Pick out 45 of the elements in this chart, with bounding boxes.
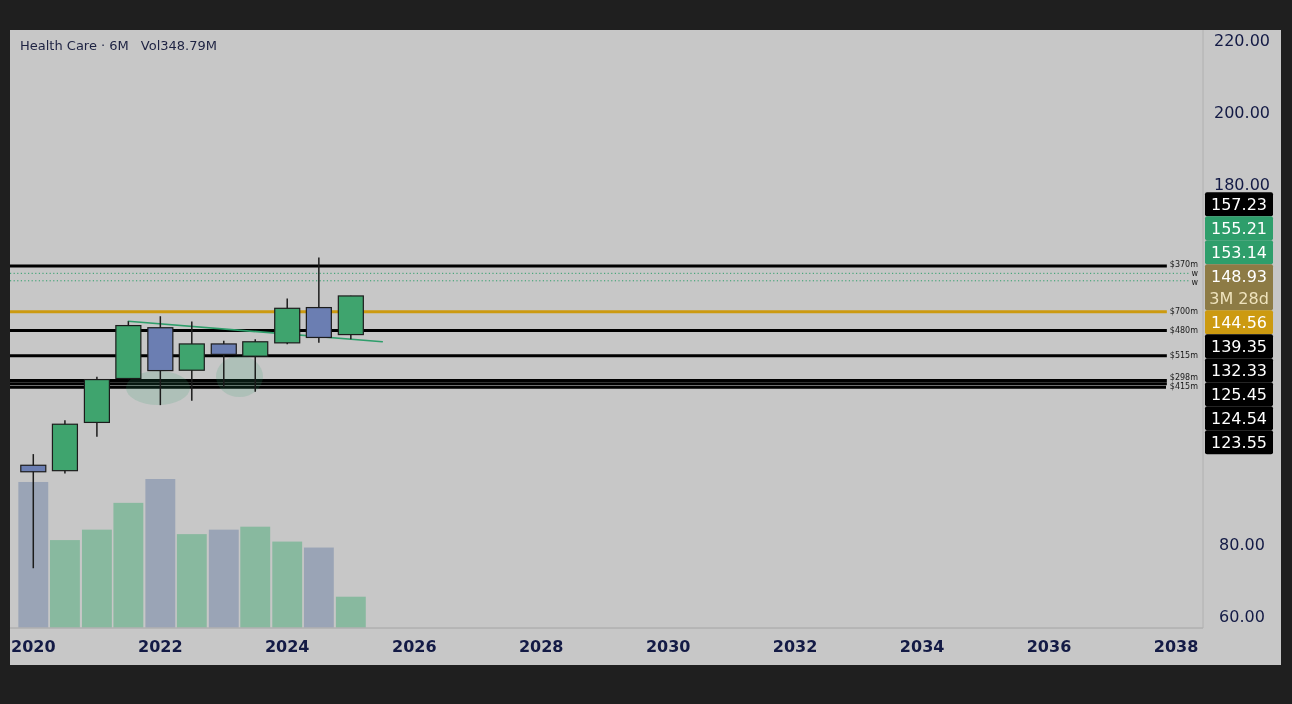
text: 3M 28d	[1209, 288, 1269, 308]
y-tick-label: 80.00	[1219, 534, 1265, 554]
ref-line-label: w	[1191, 268, 1199, 278]
bar	[272, 541, 303, 628]
text: 144.56	[1211, 312, 1267, 332]
bar	[303, 547, 334, 628]
x-tick-label: 2036	[1026, 636, 1072, 656]
text: 132.33	[1211, 360, 1267, 380]
bar	[49, 540, 80, 628]
y-tick-label: 200.00	[1214, 102, 1270, 122]
x-tick-label: 2028	[518, 636, 564, 656]
x-tick-label: 2034	[899, 636, 945, 656]
ref-line-label: $480m	[1169, 325, 1199, 335]
text: 153.14	[1211, 242, 1267, 262]
x-tick-label: 2026	[392, 636, 437, 656]
text: 148.93	[1211, 266, 1267, 286]
bar	[18, 481, 49, 628]
x-tick-label: 2032	[772, 636, 818, 656]
x-tick-label: 2030	[645, 636, 691, 656]
text: 139.35	[1211, 336, 1267, 356]
ref-line-label: $515m	[1169, 351, 1199, 361]
x-tick-label: 2024	[264, 636, 310, 656]
chart-title: Vol348.79M	[140, 37, 217, 53]
bar	[208, 529, 239, 628]
ref-line-label: $415m	[1169, 382, 1199, 392]
x-tick-label: 2022	[138, 636, 183, 656]
x-tick-label: 2038	[1153, 636, 1199, 656]
text: 157.23	[1211, 194, 1267, 214]
y-tick-label: 180.00	[1214, 174, 1270, 194]
x-tick-label: 2020	[11, 636, 56, 656]
text: 124.54	[1211, 408, 1267, 428]
ref-line-label: w	[1191, 277, 1199, 287]
text: 123.55	[1211, 432, 1267, 452]
y-tick-label: 60.00	[1219, 606, 1265, 626]
ref-line-label: $700m	[1169, 307, 1199, 317]
bar	[145, 479, 176, 628]
ref-line-label: $298m	[1169, 373, 1199, 383]
y-tick-label: 220.00	[1214, 30, 1270, 50]
ref-line-label: $370m	[1169, 259, 1199, 269]
text: 125.45	[1211, 384, 1267, 404]
bar	[335, 596, 366, 628]
text: Health Care · 6M	[20, 37, 129, 53]
bar	[176, 534, 207, 628]
text: 155.21	[1211, 218, 1267, 238]
bar	[240, 526, 271, 628]
